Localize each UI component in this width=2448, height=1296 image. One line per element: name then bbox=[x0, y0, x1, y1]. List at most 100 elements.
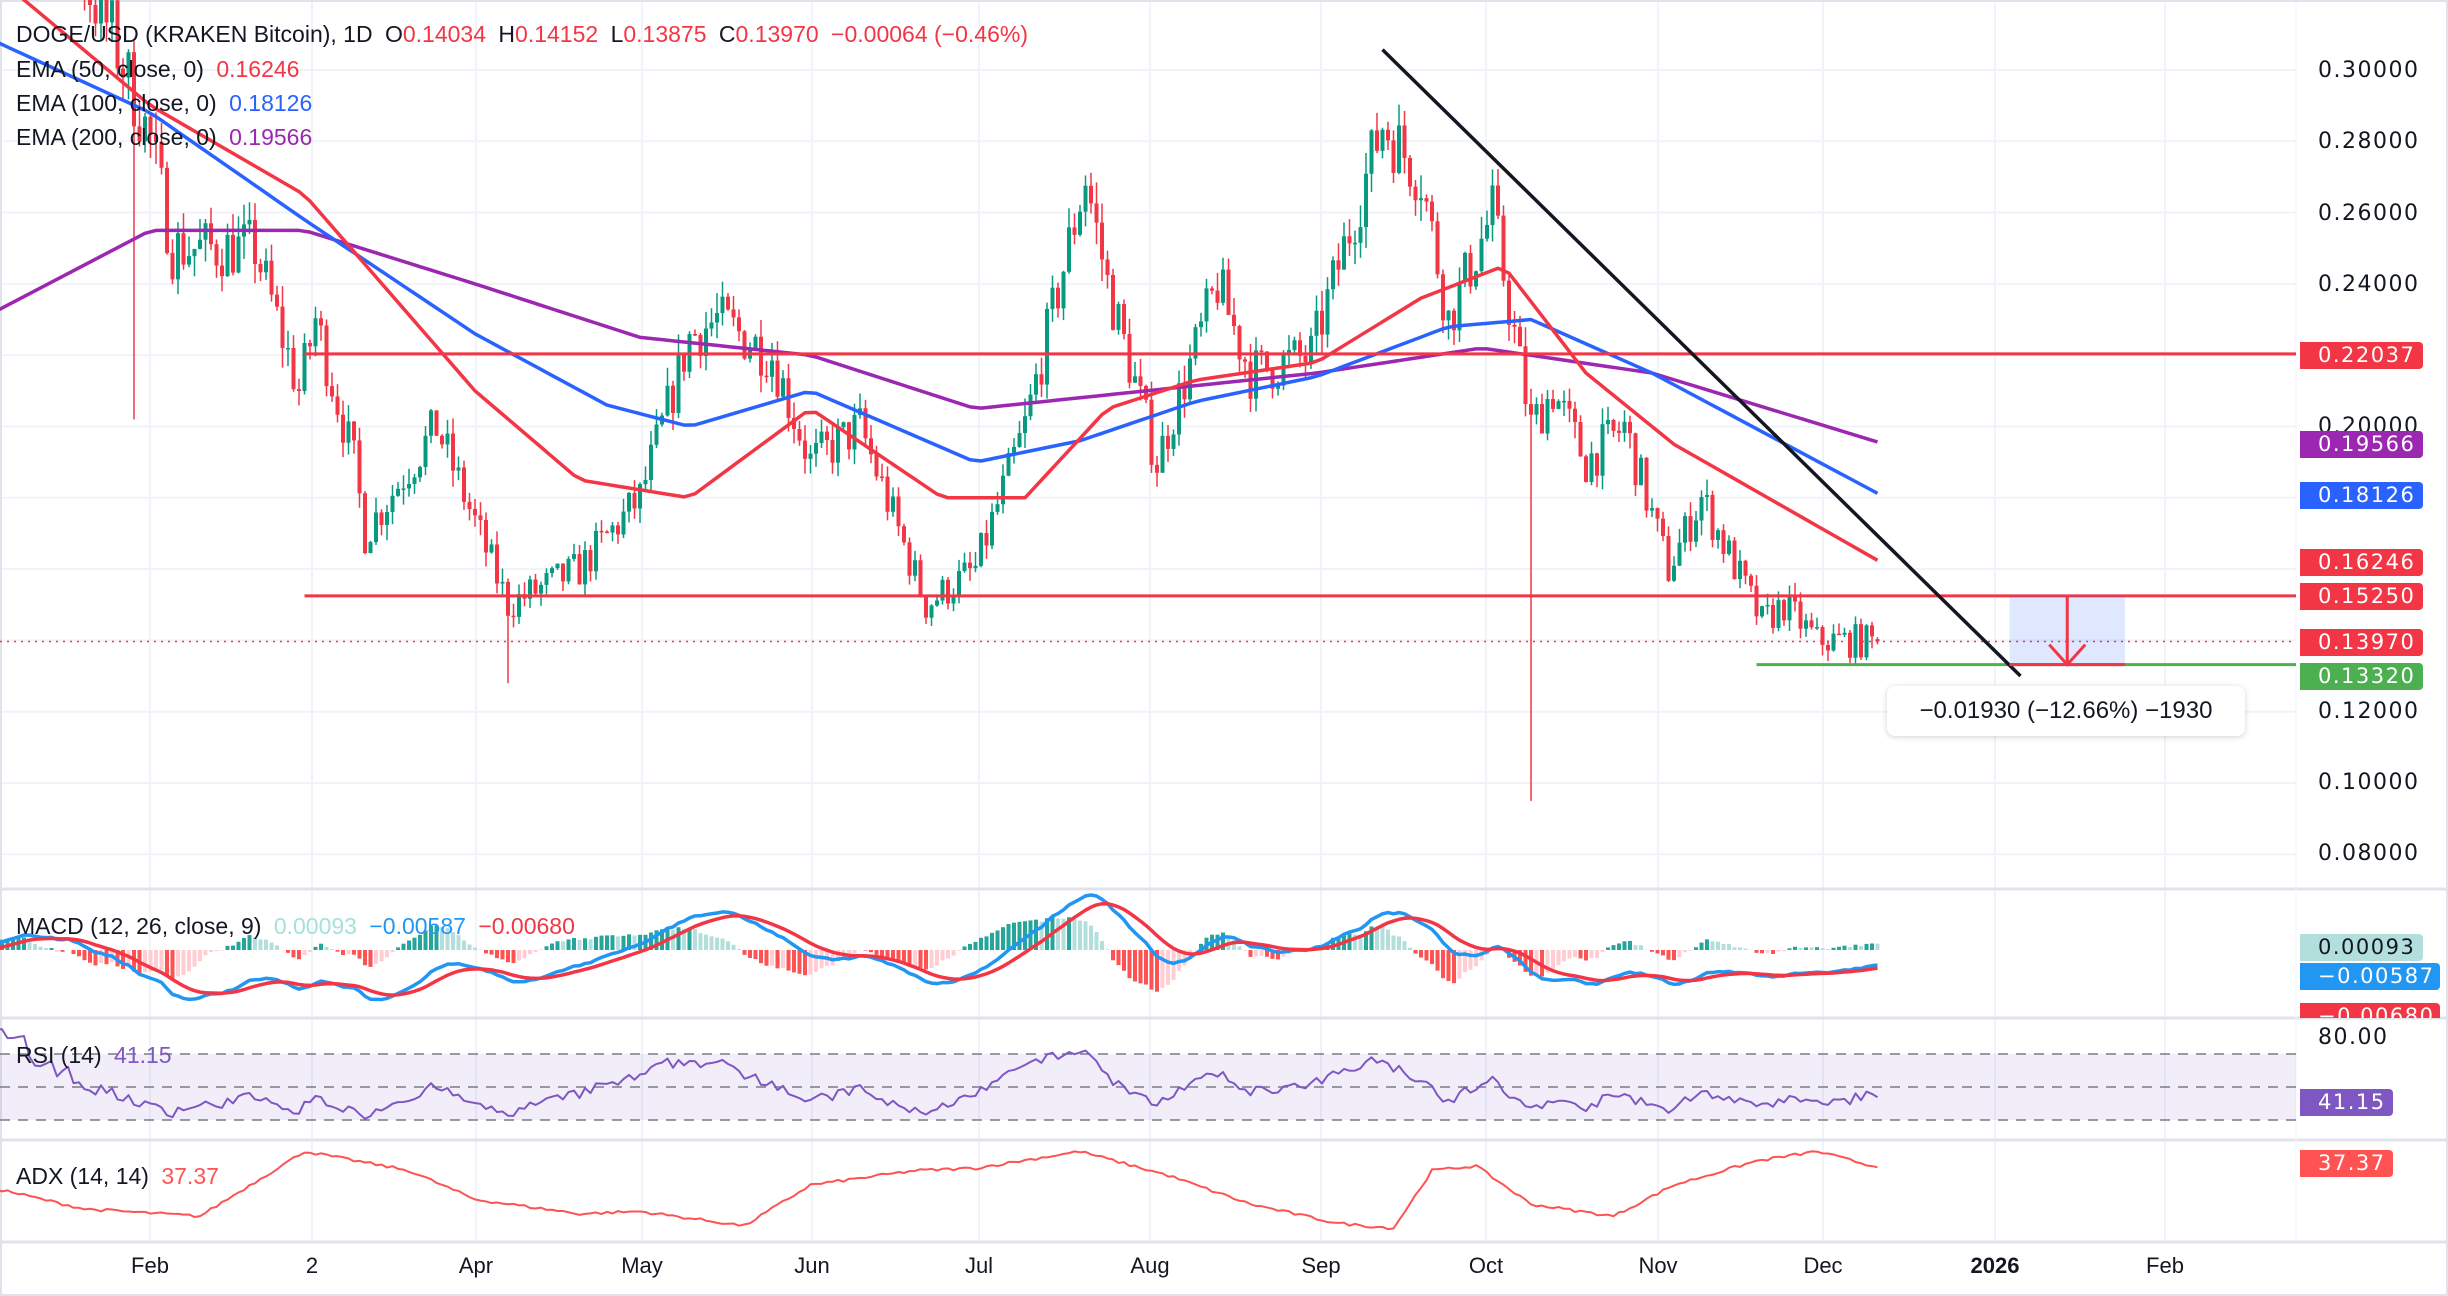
macd-histogram-bar bbox=[1100, 941, 1104, 950]
macd-histogram-bar bbox=[1688, 950, 1693, 951]
macd-histogram-bar bbox=[1457, 950, 1462, 979]
macd-histogram-bar bbox=[363, 950, 367, 966]
candle-body bbox=[1578, 421, 1583, 457]
macd-histogram-bar bbox=[495, 950, 499, 959]
candle-body bbox=[951, 596, 956, 604]
candle-body bbox=[1331, 260, 1335, 290]
candle-body bbox=[236, 236, 241, 273]
candle-body bbox=[1694, 520, 1698, 542]
candle-body bbox=[1485, 224, 1489, 239]
macd-histogram-bar bbox=[1820, 948, 1825, 950]
macd-histogram-bar bbox=[1056, 918, 1060, 950]
macd-histogram-bar bbox=[489, 950, 494, 955]
candle-body bbox=[874, 454, 879, 477]
macd-histogram-bar bbox=[1221, 932, 1225, 950]
macd-pane[interactable] bbox=[0, 893, 1880, 1002]
macd-legend[interactable]: MACD (12, 26, close, 9) 0.00093 −0.00587… bbox=[16, 911, 581, 941]
macd-histogram-bar bbox=[1600, 950, 1605, 953]
candle-body bbox=[1831, 633, 1836, 651]
candle-body bbox=[984, 532, 989, 546]
macd-histogram-bar bbox=[847, 950, 851, 958]
candle-body bbox=[1391, 140, 1396, 173]
candle-body bbox=[1584, 456, 1588, 482]
candle-body bbox=[1265, 351, 1269, 371]
macd-histogram-bar bbox=[863, 950, 868, 951]
candle-body bbox=[1611, 420, 1616, 431]
rsi-legend[interactable]: RSI (14) 41.15 bbox=[16, 1040, 178, 1070]
macd-histogram-bar bbox=[44, 948, 48, 950]
macd-histogram-bar bbox=[775, 950, 780, 969]
macd-histogram-bar bbox=[357, 950, 362, 959]
candle-body bbox=[792, 417, 796, 430]
candle-body bbox=[258, 263, 263, 273]
macd-histogram-bar bbox=[1743, 948, 1748, 950]
candle-body bbox=[291, 347, 296, 390]
macd-histogram-bar bbox=[1199, 943, 1203, 950]
macd-histogram-bar bbox=[1105, 949, 1110, 950]
ema100-legend[interactable]: EMA (100, close, 0) 0.18126 bbox=[16, 88, 318, 118]
macd-histogram-bar bbox=[121, 950, 125, 969]
candle-body bbox=[1749, 575, 1753, 586]
rsi-pane[interactable] bbox=[0, 1028, 2296, 1121]
macd-histogram-bar bbox=[682, 928, 686, 950]
macd-histogram-bar bbox=[385, 950, 389, 958]
support-badge: 0.13320 bbox=[2300, 663, 2423, 690]
macd-histogram-bar bbox=[1276, 950, 1280, 960]
ema100-label: EMA (100, close, 0) bbox=[16, 90, 217, 116]
candle-body bbox=[1787, 594, 1792, 621]
price-pane[interactable] bbox=[0, 0, 2296, 801]
macd-histogram-bar bbox=[698, 933, 703, 950]
candle-body bbox=[1765, 604, 1770, 607]
macd-histogram-bar bbox=[269, 942, 274, 950]
macd-histogram-bar bbox=[198, 950, 202, 962]
macd-histogram-bar bbox=[451, 932, 455, 950]
candle-body bbox=[1292, 340, 1297, 350]
macd-histogram-bar bbox=[1006, 924, 1011, 950]
trendline bbox=[1381, 48, 2022, 678]
macd-histogram-bar bbox=[737, 949, 741, 950]
candle-body bbox=[99, 0, 103, 24]
candle-body bbox=[770, 360, 774, 377]
macd-histogram-bar bbox=[627, 934, 631, 950]
candle-body bbox=[286, 347, 290, 350]
macd-histogram-bar bbox=[302, 950, 307, 956]
candle-body bbox=[159, 141, 164, 168]
adx-badge: 37.37 bbox=[2300, 1150, 2393, 1177]
ema50-legend[interactable]: EMA (50, close, 0) 0.16246 bbox=[16, 54, 305, 84]
candle-body bbox=[209, 223, 213, 245]
time-tick: Apr bbox=[458, 1253, 494, 1278]
candle-body bbox=[577, 554, 582, 585]
macd-histogram-bar bbox=[676, 927, 681, 950]
macd-histogram-bar bbox=[566, 939, 571, 950]
candle-body bbox=[1705, 494, 1709, 498]
candle-body bbox=[1562, 400, 1566, 403]
macd-histogram-bar bbox=[1094, 932, 1099, 950]
macd-histogram-bar bbox=[1859, 946, 1863, 950]
candle-body bbox=[979, 532, 983, 566]
macd-histogram-bar bbox=[1446, 950, 1451, 982]
candle-body bbox=[412, 477, 417, 484]
candle-body bbox=[280, 306, 285, 348]
adx-pane[interactable] bbox=[0, 1150, 1878, 1231]
price-tick: 0.08000 bbox=[2318, 841, 2420, 866]
macd-histogram-bar bbox=[1815, 947, 1819, 950]
macd-histogram-bar bbox=[253, 937, 257, 950]
candle-body bbox=[1540, 404, 1544, 434]
macd-histogram-bar bbox=[308, 950, 312, 953]
candle-body bbox=[1276, 385, 1280, 389]
macd-histogram-bar bbox=[946, 950, 950, 959]
macd-histogram-bar bbox=[605, 935, 609, 950]
candle-body bbox=[1210, 288, 1214, 291]
candle-body bbox=[1358, 227, 1363, 243]
candle-body bbox=[990, 511, 994, 546]
ema200-legend[interactable]: EMA (200, close, 0) 0.19566 bbox=[16, 122, 318, 152]
macd-histogram-bar bbox=[913, 950, 917, 967]
candle-body bbox=[1837, 633, 1841, 636]
ema200-label: EMA (200, close, 0) bbox=[16, 124, 217, 150]
candle-body bbox=[1402, 125, 1407, 158]
macd-histogram-bar bbox=[1039, 921, 1044, 950]
adx-legend[interactable]: ADX (14, 14) 37.37 bbox=[16, 1161, 225, 1191]
macd-histogram-bar bbox=[506, 950, 510, 963]
macd-histogram-bar bbox=[1386, 929, 1390, 950]
